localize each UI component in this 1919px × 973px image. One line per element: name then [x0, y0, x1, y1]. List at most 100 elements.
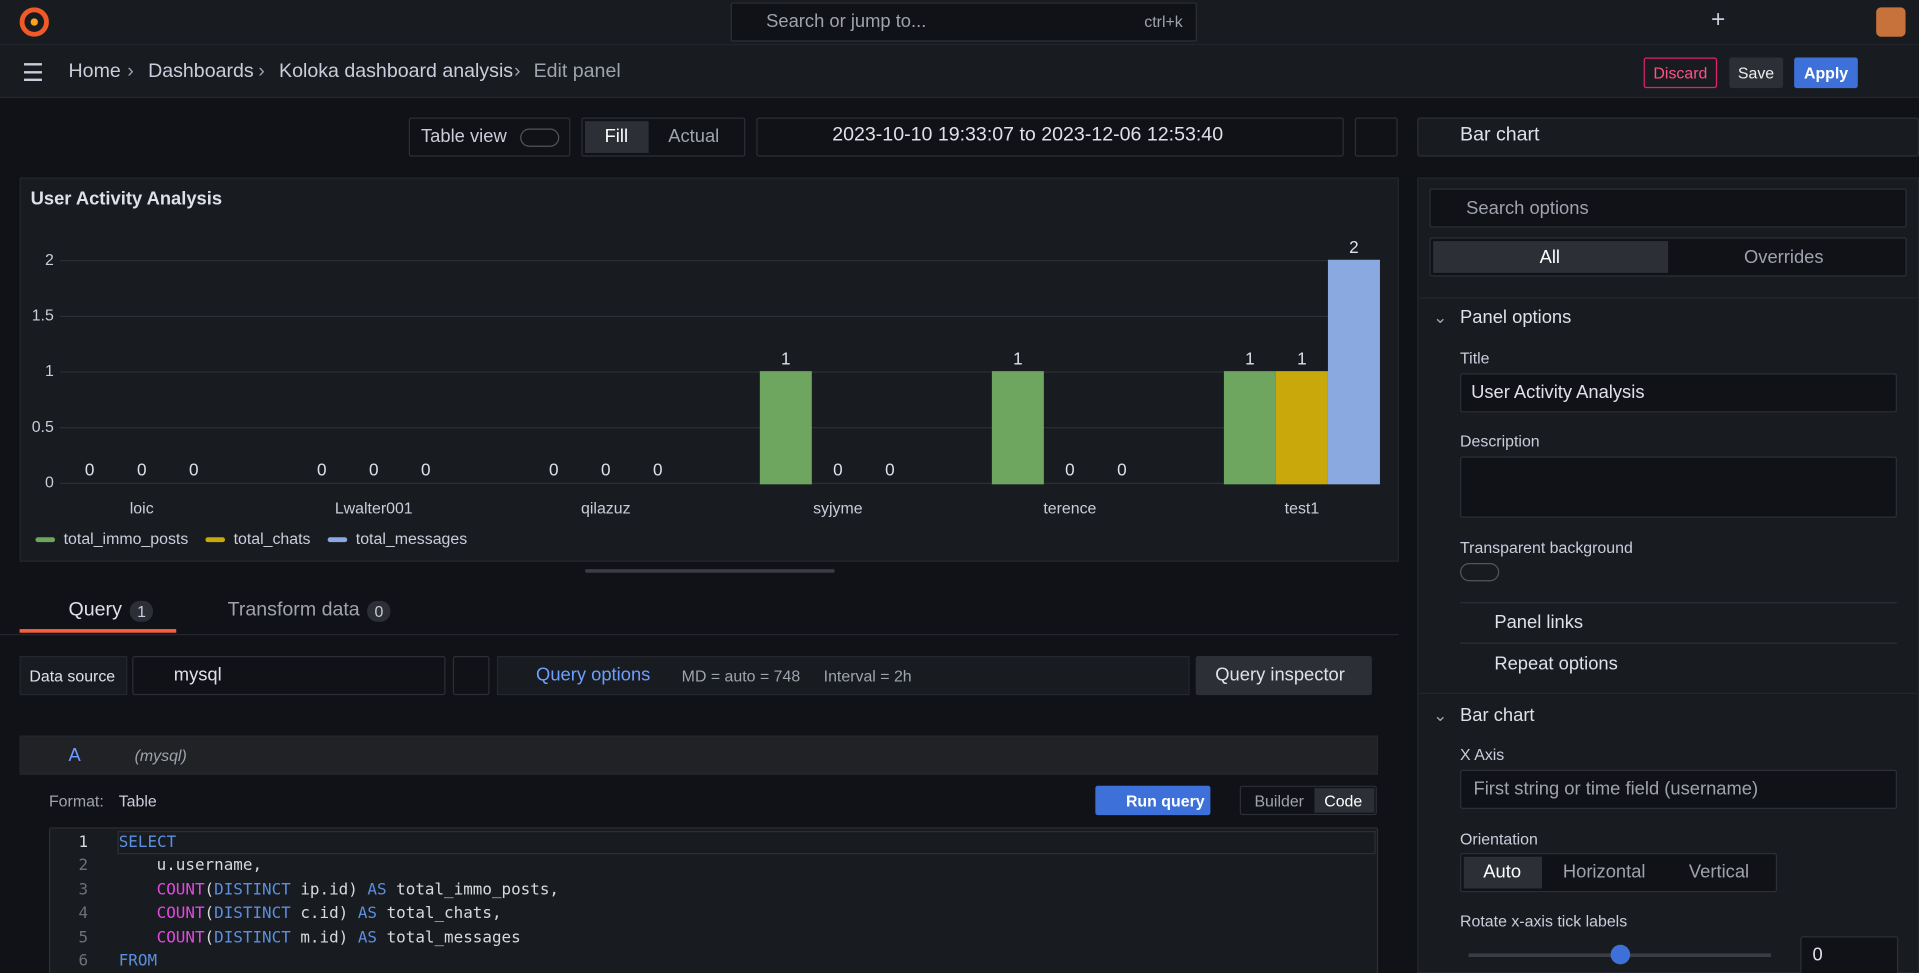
- ds-select[interactable]: [132, 655, 446, 696]
- builder-button[interactable]: Builder: [1254, 791, 1304, 811]
- options-search-placeholder[interactable]: Search options: [1466, 198, 1589, 220]
- query-options[interactable]: Query options: [536, 664, 651, 686]
- data-label: 0: [137, 460, 147, 480]
- tab-all[interactable]: All: [1539, 247, 1561, 269]
- options-search[interactable]: [1429, 188, 1907, 228]
- sep: ›: [514, 61, 521, 82]
- viz-picker[interactable]: [1417, 117, 1919, 157]
- orientation-option[interactable]: Auto: [1483, 861, 1522, 883]
- legend-label: total_chats: [234, 531, 311, 548]
- chart: 0 0.5 1 1.5 2 loic 0 0 0 Lwalter001 0 0 0 qilazuz 0 0 0 s…: [32, 237, 1381, 548]
- panel: User Activity Analysis 0 0.5 1 1.5 2 loic 0 0 0 L…: [19, 177, 1399, 562]
- x-axis-value[interactable]: First string or time field (username): [1473, 778, 1759, 800]
- bar: [1275, 371, 1328, 485]
- ds-label: Data source: [29, 666, 116, 686]
- code-token: total_chats,: [377, 904, 502, 924]
- splitter[interactable]: [585, 569, 835, 573]
- bar: [759, 371, 812, 485]
- x-axis-select[interactable]: [1460, 769, 1897, 809]
- discard-button[interactable]: Discard: [1643, 57, 1718, 89]
- title-input-value[interactable]: User Activity Analysis: [1471, 381, 1645, 403]
- time-range[interactable]: 2023-10-10 19:33:07 to 2023-12-06 12:53:…: [832, 124, 1224, 146]
- line-number: 1: [78, 833, 89, 852]
- run-label[interactable]: Run query: [1125, 791, 1205, 811]
- menu-button[interactable]: ☰: [22, 59, 44, 87]
- orientation-option[interactable]: Vertical: [1688, 861, 1750, 883]
- title-input[interactable]: [1460, 373, 1897, 413]
- logo[interactable]: [19, 7, 49, 37]
- description-input[interactable]: [1460, 456, 1897, 518]
- line-number: 5: [78, 928, 89, 947]
- slider-thumb[interactable]: [1610, 944, 1631, 965]
- code-token: SELECT: [118, 833, 177, 852]
- data-label: 0: [421, 460, 431, 480]
- data-label: 0: [189, 460, 199, 480]
- save-button[interactable]: Save: [1729, 57, 1783, 89]
- viz-name[interactable]: Bar chart: [1460, 124, 1540, 146]
- query-ref: A: [68, 745, 81, 767]
- orientation-active: [1463, 856, 1543, 889]
- code-token: AS: [367, 880, 387, 900]
- code-token: COUNT: [156, 904, 205, 924]
- data-label: 1: [1245, 348, 1255, 368]
- code-line: u.username,: [157, 857, 262, 875]
- mode-active: [1314, 788, 1375, 813]
- refresh-button[interactable]: [1354, 117, 1398, 157]
- data-label: 1: [1297, 348, 1307, 368]
- tab-active: [1433, 241, 1669, 273]
- data-label: 0: [833, 460, 843, 480]
- fill-button[interactable]: Fill: [604, 126, 629, 147]
- query-header: [19, 735, 1379, 775]
- tab[interactable]: Query: [68, 599, 122, 621]
- help-button[interactable]: [452, 655, 490, 696]
- section-title[interactable]: Panel options: [1460, 307, 1572, 328]
- format-value[interactable]: Table: [118, 791, 157, 811]
- query-options-bar[interactable]: [496, 655, 1190, 696]
- code-token: COUNT: [156, 928, 205, 947]
- inspector-button[interactable]: [1195, 655, 1372, 696]
- run-button[interactable]: [1095, 785, 1211, 816]
- section-title[interactable]: Bar chart: [1460, 704, 1535, 726]
- search-placeholder[interactable]: Search or jump to...: [766, 11, 927, 32]
- code-editor[interactable]: [48, 827, 1379, 973]
- code-token: total_immo_posts,: [386, 880, 560, 900]
- ds-value[interactable]: mysql: [173, 664, 222, 686]
- data-label: 0: [317, 460, 327, 480]
- rotate-input[interactable]: [1800, 936, 1899, 973]
- code-line: COUNT(DISTINCT ip.id) AS total_immo_post…: [157, 881, 559, 899]
- search-box[interactable]: [730, 2, 1197, 42]
- table-view-toggle[interactable]: [408, 117, 571, 157]
- orientation-option[interactable]: Horizontal: [1562, 861, 1646, 883]
- y-tick-label: 2: [45, 252, 54, 269]
- code-button[interactable]: Code: [1324, 791, 1363, 811]
- tab[interactable]: Transform data: [227, 599, 360, 621]
- crumb[interactable]: Home: [68, 61, 121, 82]
- avatar[interactable]: [1876, 7, 1906, 37]
- time-picker[interactable]: [756, 117, 1344, 157]
- crumb[interactable]: Dashboards: [148, 61, 254, 82]
- tab-overrides[interactable]: Overrides: [1743, 247, 1824, 269]
- inspector-label[interactable]: Query inspector: [1215, 664, 1345, 686]
- switch[interactable]: [1460, 562, 1500, 582]
- code-line: COUNT(DISTINCT c.id) AS total_chats,: [157, 905, 502, 923]
- actual-button[interactable]: Actual: [668, 126, 720, 147]
- rotate-value[interactable]: 0: [1812, 944, 1823, 966]
- apply-button[interactable]: Apply: [1794, 57, 1858, 89]
- crumb[interactable]: Koloka dashboard analysis: [279, 61, 514, 82]
- data-label: 0: [549, 460, 559, 480]
- tab-underline: [19, 629, 177, 633]
- field-label: Description: [1460, 432, 1540, 451]
- bar: [991, 371, 1044, 485]
- switch[interactable]: [520, 128, 560, 147]
- subsection[interactable]: Panel links: [1494, 611, 1584, 633]
- sep: ›: [258, 61, 265, 82]
- code-token: total_messages: [377, 928, 521, 947]
- field-label: Orientation: [1460, 829, 1538, 849]
- interval: Interval = 2h: [823, 666, 912, 686]
- line-number: 4: [78, 904, 89, 924]
- sep: ›: [127, 61, 134, 82]
- line-number: 2: [78, 857, 89, 876]
- subsection[interactable]: Repeat options: [1494, 653, 1618, 675]
- new-button[interactable]: +: [1710, 6, 1726, 34]
